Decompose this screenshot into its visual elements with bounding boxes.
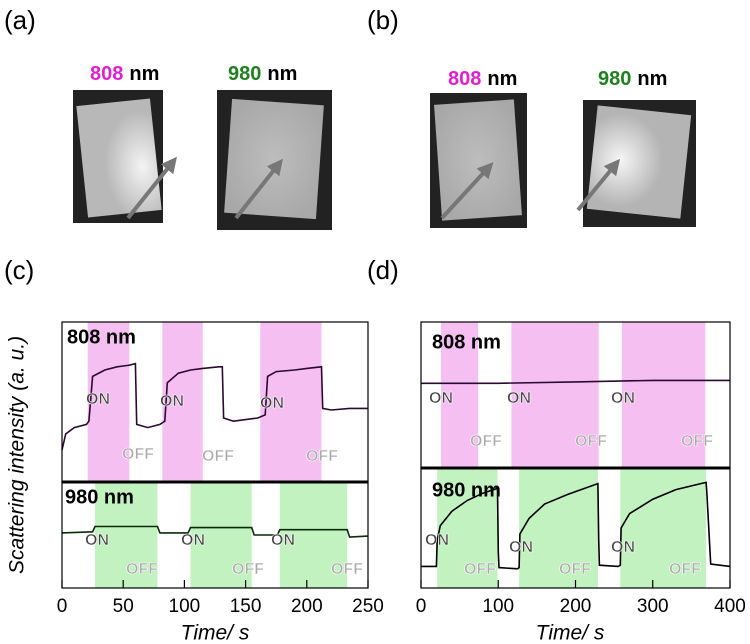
wavelength-label: 808 nm [90,63,159,85]
arrow [576,158,621,212]
particle [224,98,324,220]
subplot-label: 980 nm [432,479,501,501]
wavelength-label: 980 nm [598,68,667,90]
on-interval [190,482,252,588]
annotation: OFF [122,446,154,463]
on-interval [162,322,203,482]
x-tick-label: 200 [291,596,323,617]
x-tick-label: 400 [714,596,746,617]
x-axis-label: Time/ s [536,622,605,644]
unit: nm [487,68,517,90]
on-interval [620,468,707,588]
arrow [126,156,177,220]
trace [421,379,730,385]
annotation: ON [429,390,453,407]
unit: nm [267,63,297,85]
subplot-label: 808 nm [432,331,501,353]
x-tick-label: 150 [230,596,262,617]
annotation: ON [611,539,635,556]
annotation: ON [425,532,449,549]
x-tick-label: 50 [113,596,134,617]
on-interval [260,322,322,482]
annotation: OFF [575,433,607,450]
trace [61,525,369,538]
annotation: ON [181,532,205,549]
particle [434,99,522,221]
annotation: ON [260,395,284,412]
on-interval [511,322,599,468]
on-interval [621,322,706,468]
wavelength-label: 980 nm [228,63,297,85]
annotation: OFF [470,433,502,450]
subplot-label: 980 nm [65,486,134,508]
on-interval [437,468,498,588]
annotation: ON [509,539,533,556]
unit: nm [637,68,667,90]
arrow [234,158,283,220]
annotation: OFF [559,561,591,578]
annotation: OFF [126,561,158,578]
wavelength: 980 [598,68,631,90]
annotation: OFF [464,561,496,578]
annotation: OFF [681,433,713,450]
panel-label: (a) [4,5,36,35]
annotation: OFF [306,448,338,465]
unit: nm [129,63,159,85]
panel-label: (d) [367,255,399,285]
annotation: ON [507,390,531,407]
trace [421,481,731,570]
x-tick-label: 250 [352,596,384,617]
annotation: OFF [669,561,701,578]
on-interval [279,482,348,588]
x-tick-label: 300 [637,596,669,617]
annotation: OFF [232,561,264,578]
micrographs [73,90,696,230]
subplot-label: 808 nm [67,326,136,348]
x-tick-label: 200 [560,596,592,617]
panel-label: (c) [4,255,34,285]
trace [61,362,368,451]
arrow [440,162,494,220]
on-interval [95,482,158,588]
wavelength-label: 808 nm [448,68,517,90]
annotation: ON [85,532,109,549]
annotation: ON [86,391,110,408]
on-interval [441,322,479,468]
annotation: ON [160,393,184,410]
panel-label: (b) [367,5,399,35]
x-tick-label: 100 [169,596,201,617]
annotation: ON [271,532,295,549]
annotation: ON [611,390,635,407]
particle [76,98,162,218]
x-axis-label: Time/ s [181,622,250,644]
x-tick-label: 100 [482,596,514,617]
y-axis-label: Scattering intensity (a. u.) [6,336,29,574]
wavelength: 980 [228,63,261,85]
on-interval [87,322,130,482]
particle [586,105,692,219]
wavelength: 808 [90,63,123,85]
wavelength: 808 [448,68,481,90]
x-tick-label: 0 [57,596,68,617]
annotation: OFF [202,448,234,465]
annotation: OFF [331,561,363,578]
x-tick-label: 0 [416,596,427,617]
